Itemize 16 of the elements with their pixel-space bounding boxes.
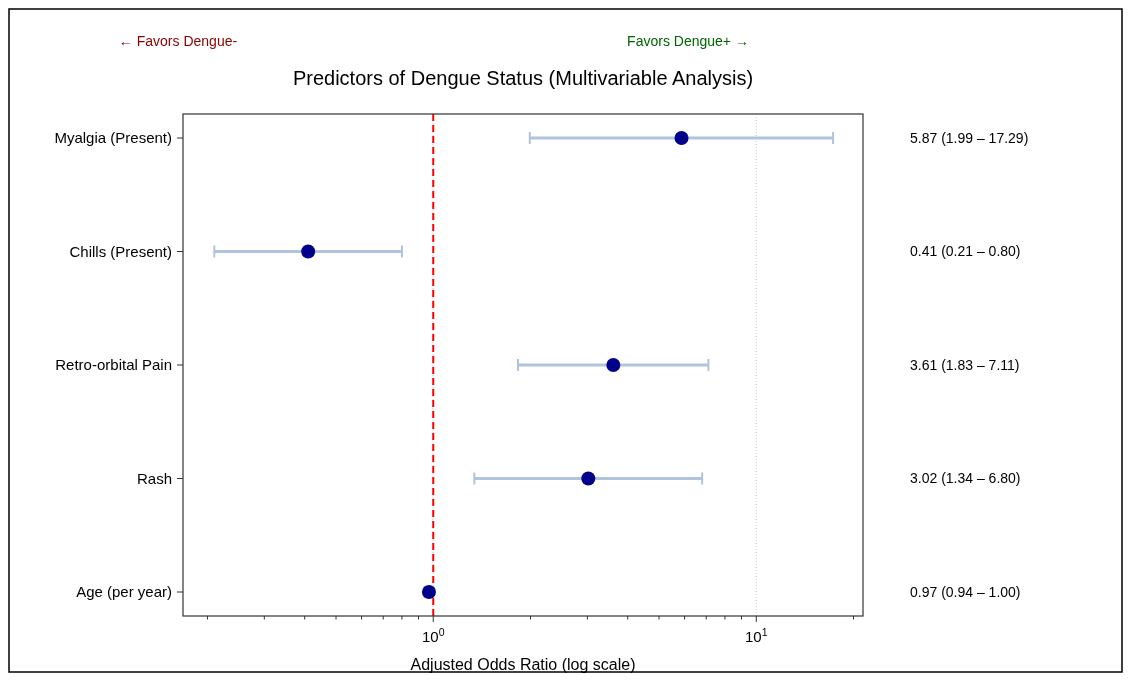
text: 0.97 (0.94 – 1.00) [910,583,1021,600]
text: ← Favors Dengue- [118,33,238,49]
text: 3.02 (1.34 – 6.80) [910,470,1021,487]
text: 0.41 (0.21 – 0.80) [910,243,1021,260]
text: 5.87 (1.99 – 17.29) [910,129,1029,146]
y-tick-label: Chills (Present) [69,242,172,260]
x-axis-title: Adjusted Odds Ratio (log scale) [410,656,636,673]
x-tick-label: 10$^{1}$ [745,626,768,645]
y-tick-label: Myalgia (Present) [54,129,172,147]
y-tick-label: Rash [136,469,172,487]
text: 3.61 (1.83 – 7.11) [910,356,1020,373]
y-tick-label: Retro-orbital Pain [55,356,172,374]
x-tick-label: 10$^{0}$ [421,626,445,645]
chart-title: Predictors of Dengue Status (Multivariable Analysis) [292,67,754,89]
text: Favors Dengue+ → [627,33,749,49]
y-tick-label: Age (per year) [76,583,172,601]
